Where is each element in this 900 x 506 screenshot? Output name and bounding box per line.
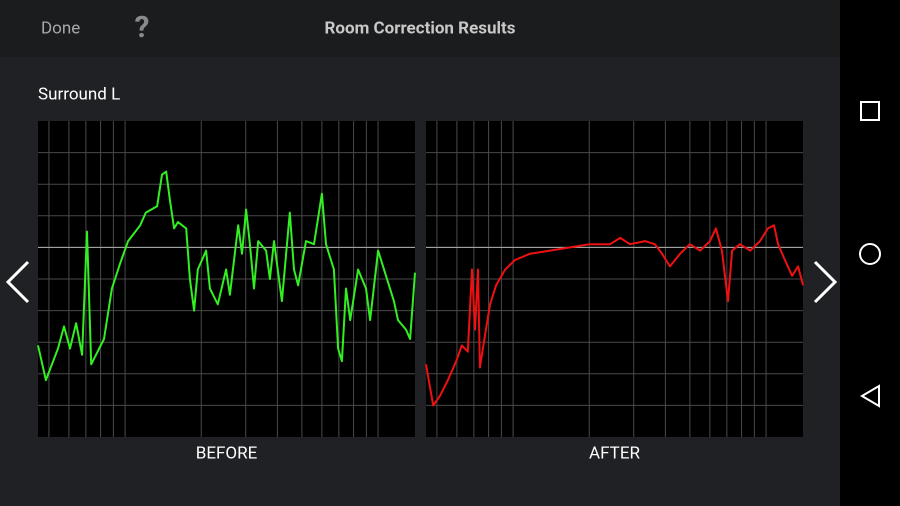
- response-line: [37, 170, 416, 382]
- chart-label: AFTER: [589, 443, 640, 463]
- nav-bar: [840, 0, 900, 506]
- speaker-name: Surround L: [38, 84, 120, 104]
- previous-button[interactable]: [5, 260, 30, 304]
- back-button[interactable]: [860, 384, 880, 408]
- page-title: Room Correction Results: [325, 18, 516, 38]
- next-button[interactable]: [813, 260, 838, 304]
- response-line: [425, 224, 804, 407]
- recents-button[interactable]: [860, 101, 880, 121]
- top-bar: [0, 0, 840, 57]
- chart-label: BEFORE: [196, 443, 258, 463]
- home-button[interactable]: [859, 243, 881, 265]
- help-button[interactable]: ?: [135, 10, 150, 45]
- done-button[interactable]: Done: [41, 18, 80, 38]
